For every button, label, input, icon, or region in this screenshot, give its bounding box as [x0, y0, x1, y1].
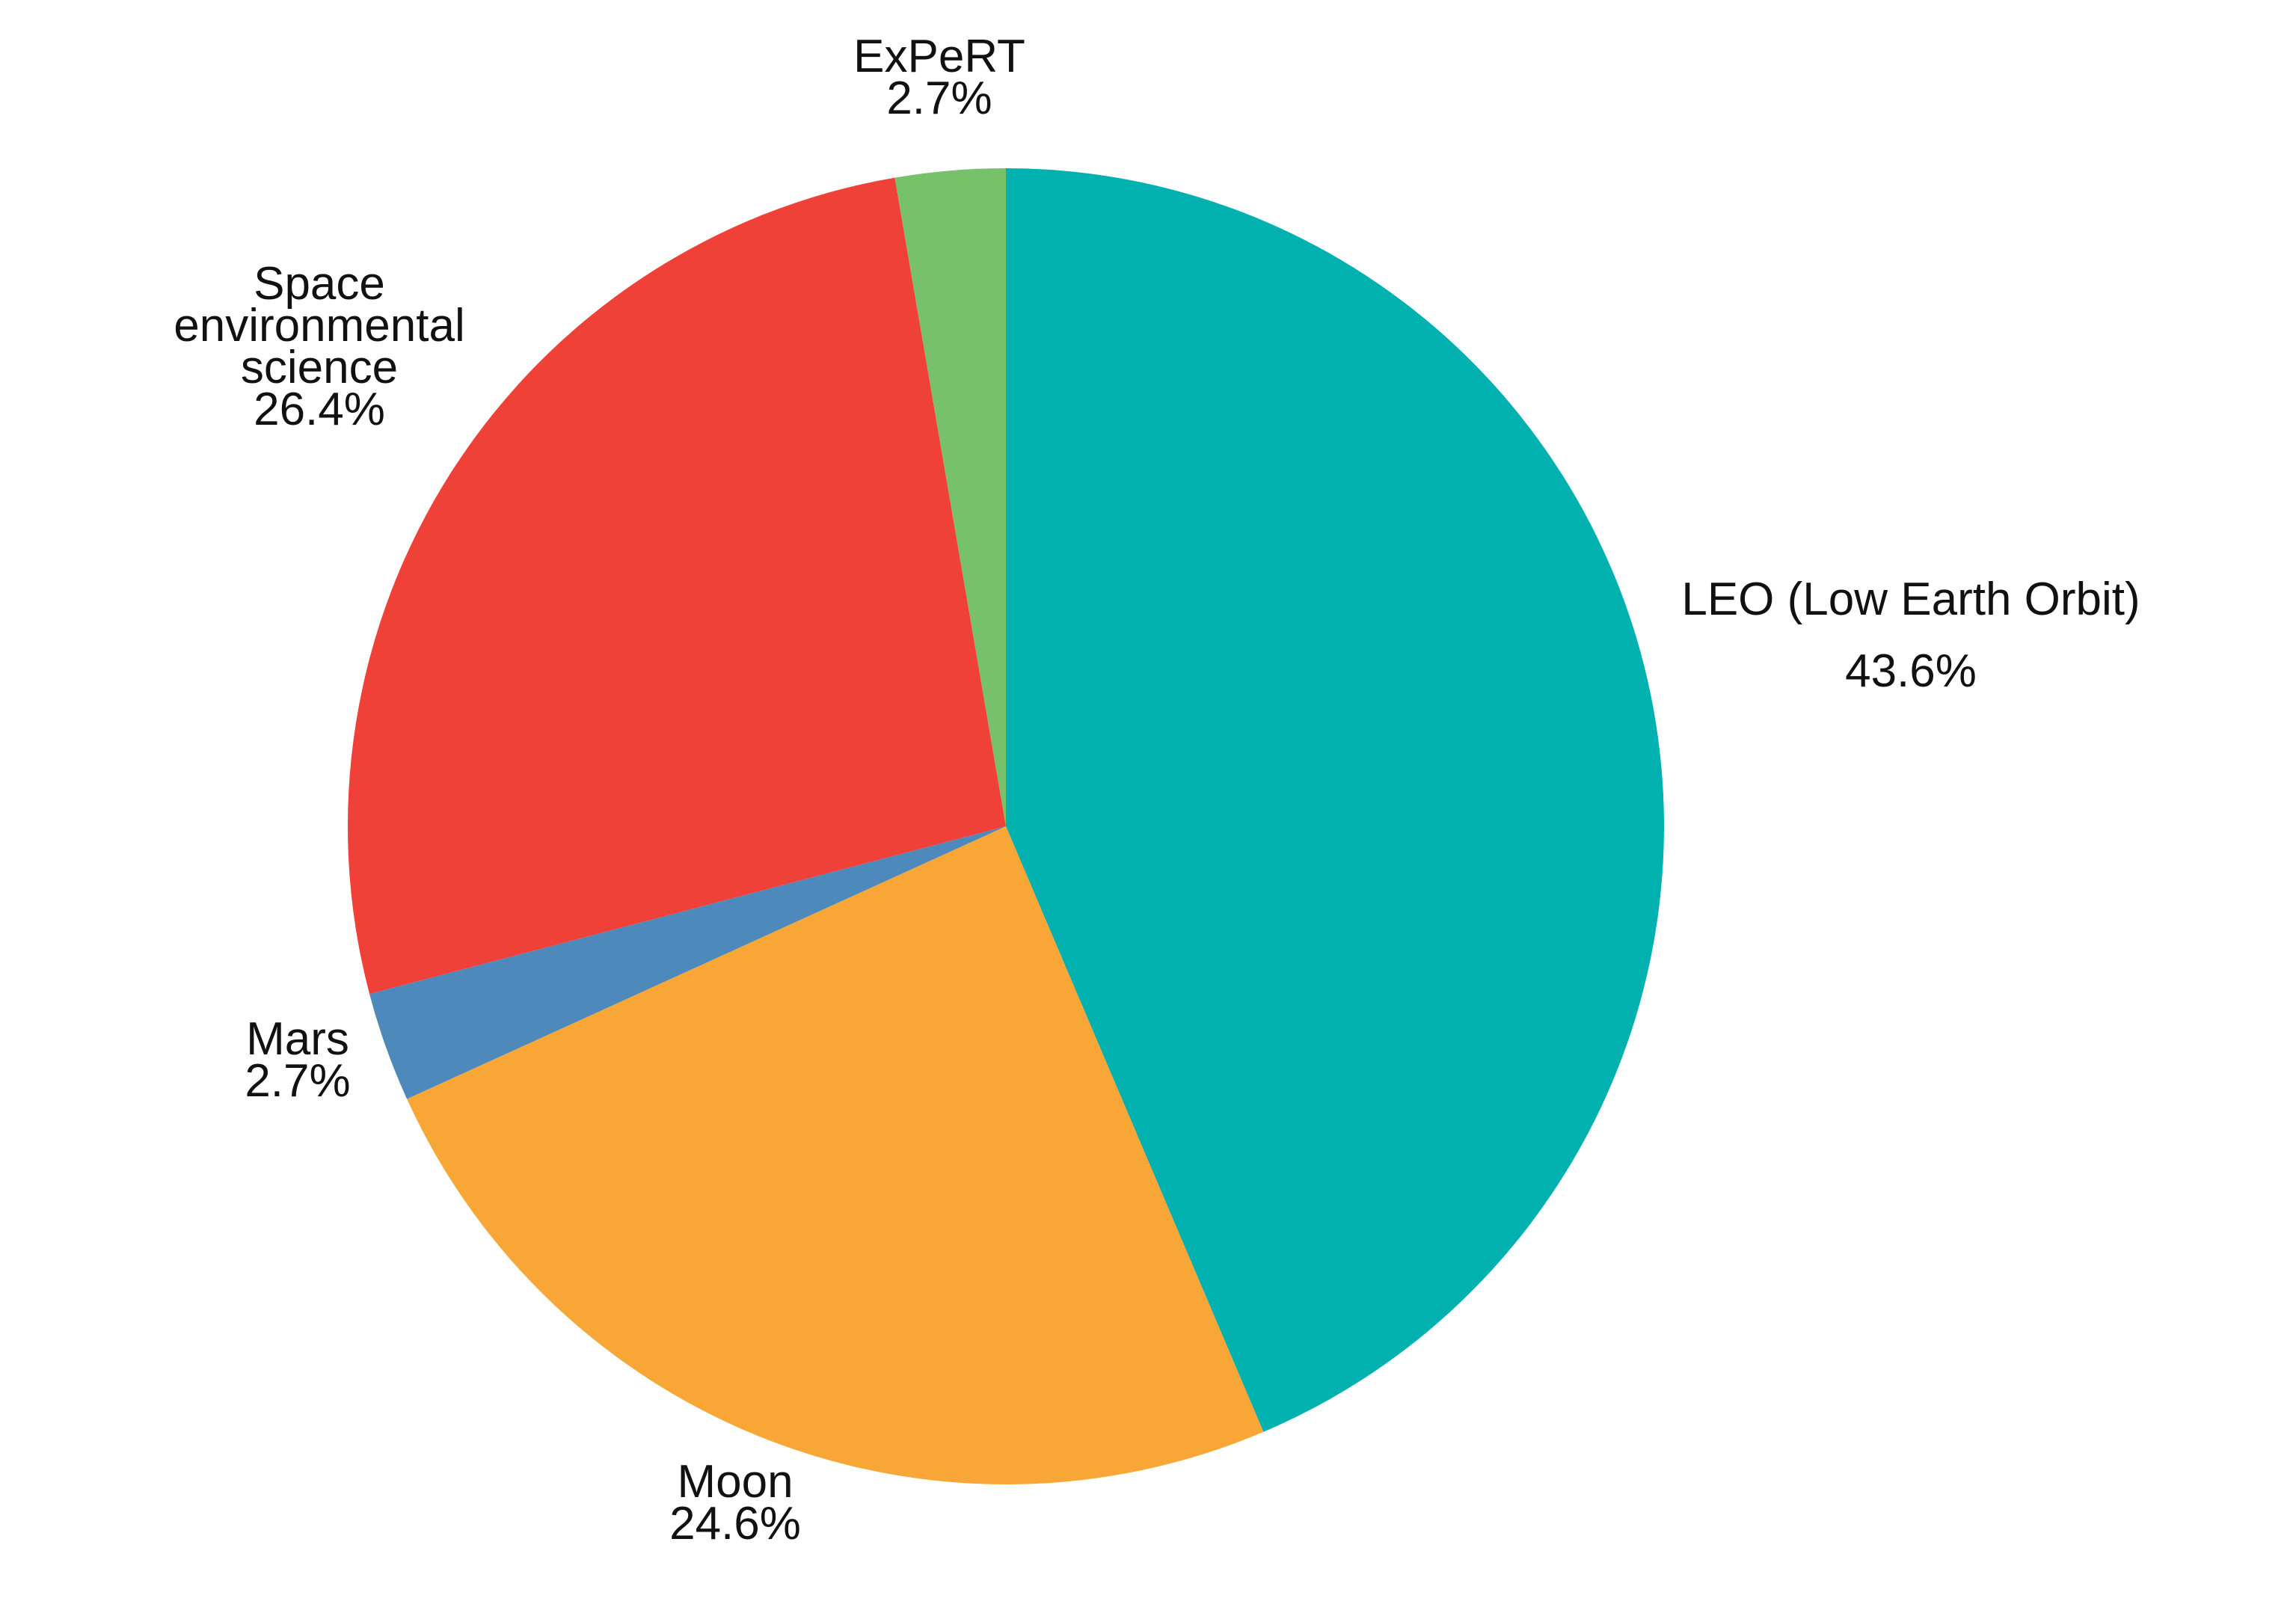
pie-slice-expert — [894, 168, 1006, 826]
slice-name-line: science — [241, 342, 398, 393]
pie-slice-mars — [369, 826, 1006, 1099]
slice-value-label: 26.4% — [254, 384, 385, 435]
slice-name-line: Mars — [246, 1013, 349, 1065]
pie-slice-leo-low-earth-orbit — [1006, 168, 1664, 1432]
slice-name-line: LEO (Low Earth Orbit) — [1681, 574, 2140, 625]
slice-label-leo-low-earth-orbit: LEO (Low Earth Orbit) 43.6% — [1681, 574, 2140, 697]
slice-name-line: ExPeRT — [853, 31, 1025, 82]
slices-layer — [348, 168, 1664, 1484]
slice-value-label: 2.7% — [245, 1055, 350, 1107]
pie-slice-space-environmental-science — [348, 177, 1006, 995]
slice-label-mars: Mars 2.7% — [245, 1013, 350, 1107]
slice-name-line: environmental — [174, 300, 464, 351]
slice-label-expert: ExPeRT 2.7% — [853, 31, 1025, 124]
slice-value-label: 43.6% — [1845, 645, 1977, 697]
labels-layer: LEO (Low Earth Orbit) 43.6%Moon 24.6%Mars 2… — [174, 31, 2140, 1549]
pie-slice-moon — [407, 826, 1264, 1484]
slice-value-label: 2.7% — [886, 73, 992, 124]
slice-label-space-environmental-science: Space environmental science 26.4% — [174, 258, 464, 435]
slice-value-label: 24.6% — [669, 1498, 801, 1549]
slice-name-line: Space — [254, 258, 385, 310]
slice-label-moon: Moon 24.6% — [669, 1456, 801, 1549]
slice-name-line: Moon — [677, 1456, 793, 1508]
